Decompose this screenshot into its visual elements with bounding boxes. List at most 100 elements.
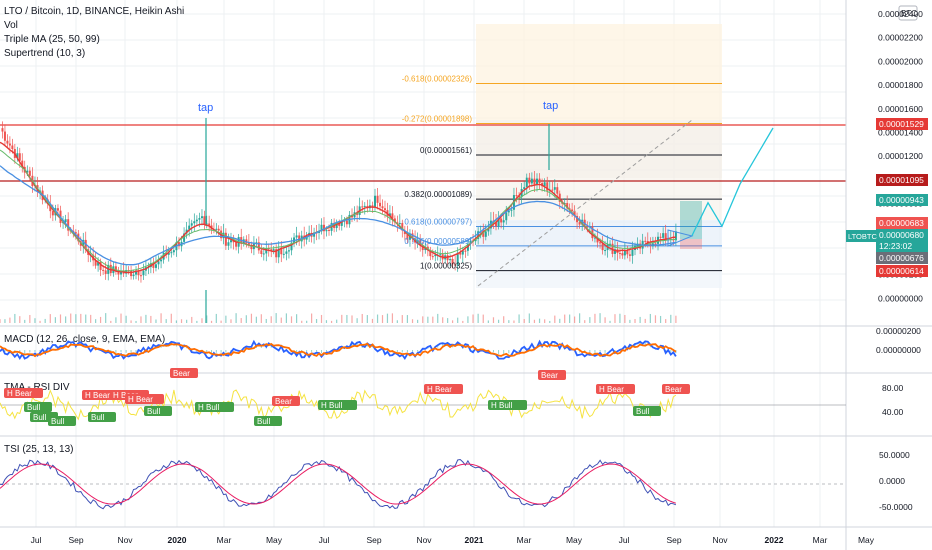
volume-bar — [160, 313, 162, 323]
candle-body — [3, 131, 6, 141]
price-tick: 0.00002400 — [878, 9, 923, 19]
macd-hist — [361, 345, 363, 348]
macd-hist — [110, 350, 112, 352]
time-tick: 2020 — [168, 535, 187, 545]
volume-bar — [544, 319, 546, 323]
projection-stop-box[interactable] — [680, 239, 702, 249]
currency-badge[interactable] — [898, 5, 918, 21]
volume-bar — [215, 313, 217, 323]
candle-body — [464, 250, 467, 252]
candle-body — [154, 264, 157, 268]
symbol-title[interactable]: LTO / Bitcoin, 1D, BINANCE, Heikin Ashi — [4, 6, 184, 17]
projection-long-box[interactable] — [680, 201, 702, 239]
volume-bar — [49, 314, 51, 323]
candle-body — [235, 242, 238, 247]
macd-hist — [125, 350, 127, 353]
tsi-signal-line — [0, 463, 677, 505]
volume-bar — [235, 313, 237, 323]
candle-body — [224, 232, 227, 246]
triangle-pattern[interactable] — [667, 229, 694, 247]
rsi-tag-label: H Bull — [198, 403, 220, 412]
candle-body — [528, 177, 531, 184]
volume-bar — [255, 316, 257, 323]
candle-body — [599, 242, 602, 244]
volume-bar — [196, 320, 198, 323]
time-tick: Nov — [416, 535, 432, 545]
volume-bar — [573, 316, 576, 323]
candle-body — [659, 236, 662, 238]
tap-annotation-2[interactable]: tap — [543, 100, 558, 112]
symbol-badge — [846, 230, 876, 242]
trendline-dashed[interactable] — [477, 119, 693, 287]
volume-bar — [115, 317, 117, 323]
macd-hist — [316, 350, 318, 352]
indicator-supertrend[interactable]: Supertrend (10, 3) — [4, 48, 85, 59]
volume-bar — [191, 316, 193, 323]
candle-body — [104, 270, 107, 274]
macd-hist — [206, 350, 208, 354]
macd-hist — [437, 345, 439, 348]
volume-bar — [220, 320, 222, 323]
candle-body — [255, 242, 258, 244]
candle-body — [170, 252, 173, 254]
candle-body — [260, 250, 263, 254]
candle-body — [345, 220, 348, 225]
candle-body — [132, 274, 135, 277]
candle-body — [56, 208, 59, 211]
macd-hist — [406, 350, 408, 353]
tsi-label[interactable]: TSI (25, 13, 13) — [4, 444, 73, 455]
candle-body — [290, 242, 293, 251]
price-badge-label: 0.00000683 — [879, 218, 924, 228]
time-tick: Jul — [31, 535, 42, 545]
volume-bar — [4, 319, 6, 323]
candle-body — [298, 235, 301, 242]
macd-hist — [356, 342, 358, 347]
volume-bar — [85, 314, 87, 323]
candle-body — [421, 245, 424, 251]
rsi-tag-label: H Bull — [321, 401, 343, 410]
macd-hist — [24, 350, 26, 354]
rsi-tag-label: Bull — [636, 407, 650, 416]
time-axis[interactable]: Jul Sep Nov 2020 Mar May Jul Sep Nov 2021 Mar May Ju… — [31, 535, 875, 545]
candle-body — [188, 225, 191, 230]
candle-body — [340, 220, 343, 226]
price-badge-label: 0.00000680 — [879, 230, 924, 240]
volume-bar — [99, 316, 102, 323]
volume-bar — [346, 314, 348, 323]
candle-body — [120, 270, 123, 275]
symbol-badge-label: LTOBTC — [848, 232, 877, 241]
candle-body — [371, 205, 374, 207]
macd-hist — [120, 350, 122, 353]
rsi-tag-label: Bull — [91, 413, 105, 422]
candle-body — [556, 187, 559, 194]
candle-body — [193, 221, 196, 224]
volume-bar — [135, 320, 137, 323]
projection-path[interactable] — [691, 127, 774, 236]
fib-labels: -0.618(0.00002326) -0.272(0.00001898) 0(0.… — [402, 75, 473, 271]
volume-bar — [225, 315, 227, 323]
macd-tick: 0.00000200 — [876, 326, 921, 336]
macd-hist — [160, 345, 162, 348]
rsi-tag-bull — [144, 406, 172, 416]
volume-bar — [140, 316, 142, 323]
tsi-line — [0, 458, 677, 510]
macd-hist — [401, 350, 403, 353]
candle-body — [114, 266, 117, 272]
macd-label[interactable]: MACD (12, 26, close, 9, EMA, EMA) — [4, 334, 165, 345]
indicator-triple-ma[interactable]: Triple MA (25, 50, 99) — [4, 34, 100, 45]
rsi-tag-bull — [48, 416, 76, 426]
indicator-vol[interactable]: Vol — [4, 20, 18, 31]
candle-body — [566, 202, 569, 209]
volume-bar — [594, 313, 596, 323]
volume-bar — [170, 313, 172, 323]
candle-body — [99, 261, 102, 270]
tap-annotation-1[interactable]: tap — [198, 102, 213, 114]
macd-hist — [589, 350, 591, 353]
candle-body — [200, 216, 203, 219]
volume-bar — [629, 319, 631, 323]
volume-bar — [533, 319, 536, 323]
candle-body — [198, 218, 201, 220]
rsi-label[interactable]: TMA - RSI DIV — [4, 382, 70, 393]
candle-body — [205, 223, 208, 225]
